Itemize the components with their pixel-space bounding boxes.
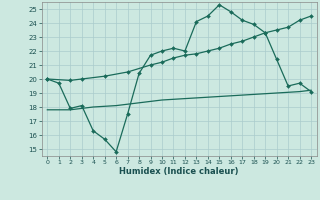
- X-axis label: Humidex (Indice chaleur): Humidex (Indice chaleur): [119, 167, 239, 176]
